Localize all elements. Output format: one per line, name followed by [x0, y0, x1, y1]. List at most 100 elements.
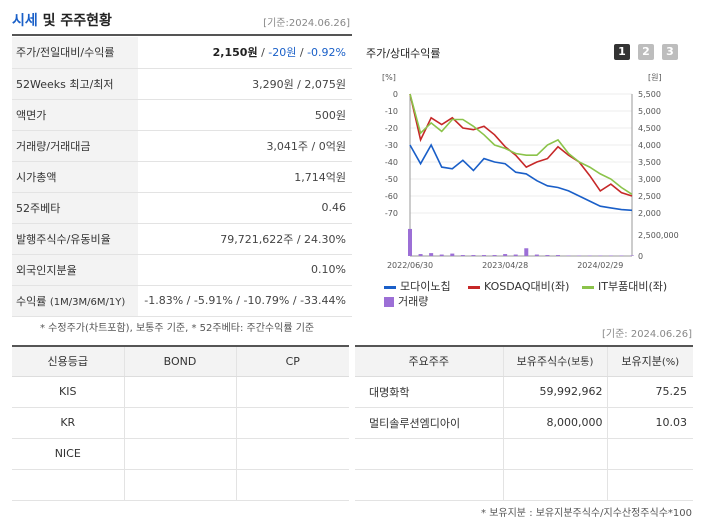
- returns-value: -1.83% / -5.91% / -10.79% / -33.44%: [138, 285, 352, 317]
- bond-rating: [124, 438, 237, 470]
- volume-bar: [482, 255, 486, 256]
- table-header-row: 주요주주 보유주식수(보통) 보유지분(%): [355, 345, 693, 377]
- left-tick-label: -30: [385, 141, 398, 150]
- bond-rating: [124, 376, 237, 408]
- holder-name: [355, 469, 504, 501]
- cp-rating: [236, 438, 349, 470]
- legend-swatch: [582, 285, 594, 289]
- volume-tick-label: 0: [638, 252, 643, 261]
- x-tick-label: 2022/06/30: [387, 261, 433, 270]
- volume-tick-label: 2,500,000: [638, 231, 679, 240]
- price-value: 2,150원 / -20원 / -0.92%: [138, 37, 352, 69]
- table-row: 발행주식수/유동비율 79,721,622주 / 24.30%: [12, 223, 352, 255]
- price-footnote: * 수정주가(차트포함), 보통주 기준, * 52주베타: 주간수익률 기준: [40, 323, 315, 334]
- row-label: 52주베타: [12, 192, 138, 224]
- row-label: 액면가: [12, 99, 138, 131]
- left-tick-label: -10: [385, 107, 398, 116]
- table-row: 시가총액 1,714억원: [12, 161, 352, 193]
- holder-shares: 8,000,000: [503, 407, 608, 439]
- table-row: 액면가 500원: [12, 99, 352, 131]
- right-tick-label: 2,000: [638, 209, 661, 218]
- legend-volume[interactable]: 거래량: [384, 293, 428, 309]
- volume-bar: [460, 255, 465, 256]
- table-row: KR: [12, 407, 349, 439]
- right-tick-label: 5,000: [638, 107, 661, 116]
- header-divider: [12, 34, 352, 36]
- holder-percent: [607, 469, 693, 501]
- volume-bar: [524, 248, 529, 256]
- chart-grid: [409, 93, 633, 257]
- bond-rating: [124, 407, 237, 439]
- rating-agency: KIS: [12, 376, 125, 408]
- left-axis-unit: [%]: [382, 73, 396, 82]
- series-line: [409, 93, 633, 195]
- cp-rating: [236, 407, 349, 439]
- rating-agency: KR: [12, 407, 125, 439]
- right-tick-label: 3,000: [638, 175, 661, 184]
- row-value: 0.46: [138, 192, 352, 224]
- legend-kosdaq[interactable]: KOSDAQ대비(좌): [468, 278, 569, 294]
- table-row: KIS: [12, 376, 349, 408]
- rating-agency: NICE: [12, 438, 125, 470]
- row-label: 거래량/거래대금: [12, 130, 138, 162]
- legend-price[interactable]: 모다이노칩: [384, 278, 451, 294]
- series-line: [409, 93, 633, 197]
- holders-footnote: * 보유지분 : 보유지분주식수/지수산정주식수*100: [481, 508, 692, 519]
- left-tick-label: -40: [385, 158, 398, 167]
- table-row: 대명화학 59,992,962 75.25: [355, 376, 693, 408]
- table-row: 52주베타 0.46: [12, 192, 352, 224]
- row-value: 1,714억원: [138, 161, 352, 193]
- table-row: 52Weeks 최고/최저 3,290원 / 2,075원: [12, 68, 352, 100]
- table-row: 외국인지분율 0.10%: [12, 254, 352, 286]
- row-value: 0.10%: [138, 254, 352, 286]
- table-header-row: 신용등급 BOND CP: [12, 345, 349, 377]
- left-axis: 0 -10 -20 -30 -40 -50 -60 -70: [385, 90, 398, 218]
- right-tick-label: 3,500: [638, 158, 661, 167]
- chart-tab-1-button[interactable]: 1: [614, 44, 630, 60]
- left-tick-label: 0: [393, 90, 398, 99]
- row-label: 외국인지분율: [12, 254, 138, 286]
- legend-swatch: [468, 285, 480, 289]
- volume-bar: [545, 255, 550, 256]
- row-label: 52Weeks 최고/최저: [12, 68, 138, 100]
- right-tick-label: 2,500: [638, 192, 661, 201]
- row-label: 시가총액: [12, 161, 138, 193]
- price-chart: 0 -10 -20 -30 -40 -50 -60 -70 5,500 5,000 4,500 4,…: [382, 73, 679, 270]
- left-tick-label: -20: [385, 124, 398, 133]
- table-row: 주가/전일대비/수익률 2,150원 / -20원 / -0.92%: [12, 37, 352, 69]
- volume-bar: [418, 254, 423, 256]
- row-value: 79,721,622주 / 24.30%: [138, 223, 352, 255]
- chart-tab-3-button[interactable]: 3: [662, 44, 678, 60]
- table-row: 수익률 (1M/3M/6M/1Y) -1.83% / -5.91% / -10.…: [12, 285, 352, 317]
- holder-percent: [607, 438, 693, 470]
- holder-shares: 59,992,962: [503, 376, 608, 408]
- holder-name: 대명화학: [355, 376, 504, 408]
- section-title: 시세 및 주주현황: [12, 13, 112, 29]
- right-tick-label: 4,500: [638, 124, 661, 133]
- volume-bar: [503, 254, 508, 256]
- chart-tab-2-button[interactable]: 2: [638, 44, 654, 60]
- volume-bar: [556, 255, 560, 256]
- column-header: 주요주주: [355, 345, 504, 377]
- row-label: 수익률 (1M/3M/6M/1Y): [12, 285, 138, 317]
- bond-rating: [124, 469, 237, 501]
- rating-agency: [12, 469, 125, 501]
- cp-rating: [236, 469, 349, 501]
- right-axis-unit: [원]: [648, 73, 662, 82]
- row-label: 발행주식수/유동비율: [12, 223, 138, 255]
- volume-bar: [534, 254, 539, 256]
- volume-bars: [408, 228, 634, 256]
- legend-swatch: [384, 297, 394, 307]
- row-value: 3,290원 / 2,075원: [138, 68, 352, 100]
- volume-bar: [471, 255, 476, 256]
- row-label: 주가/전일대비/수익률: [12, 37, 138, 69]
- x-axis: 2022/06/30 2023/04/28 2024/02/29: [387, 261, 623, 270]
- holder-percent: 75.25: [607, 376, 693, 408]
- volume-bar: [408, 228, 412, 256]
- legend-swatch: [384, 285, 396, 289]
- reference-date-2: [기준: 2024.06.26]: [601, 329, 692, 340]
- table-row: [355, 438, 693, 470]
- volume-bar: [450, 253, 455, 256]
- legend-it[interactable]: IT부품대비(좌): [582, 278, 667, 294]
- left-tick-label: -70: [385, 209, 398, 218]
